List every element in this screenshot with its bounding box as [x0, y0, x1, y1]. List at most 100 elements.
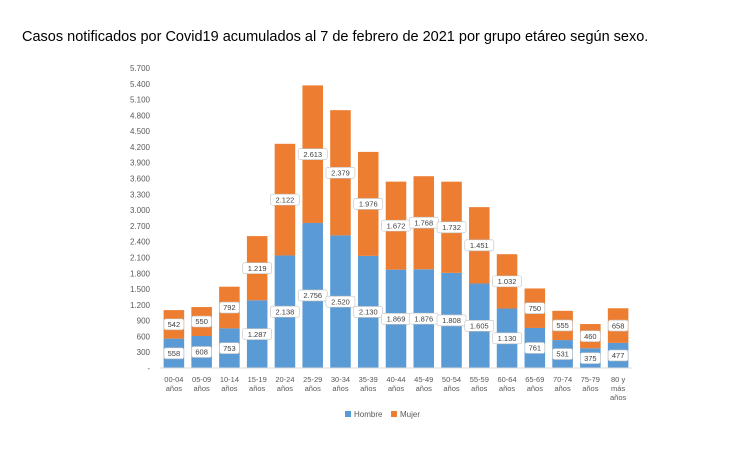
x-tick-label: 30-34 — [331, 375, 350, 384]
y-tick-label: 4.500 — [130, 127, 151, 136]
y-tick-label: 600 — [137, 332, 151, 341]
x-tick-label: años — [499, 384, 516, 393]
data-label-mujer-box — [524, 302, 546, 315]
x-tick-label: 15-19 — [248, 375, 267, 384]
data-label-hombre-box — [607, 349, 629, 362]
x-tick-label: 05-09 — [192, 375, 211, 384]
y-tick-label: 1.800 — [130, 269, 151, 278]
data-label-hombre: 761 — [529, 344, 542, 353]
data-label-hombre: 1.808 — [442, 316, 461, 325]
data-label-mujer-box — [270, 193, 300, 206]
data-label-hombre: 753 — [223, 344, 236, 353]
data-label-mujer-box — [464, 239, 495, 252]
x-tick-label: años — [249, 384, 266, 393]
data-label-hombre: 2.756 — [303, 291, 322, 300]
y-tick-label: 3.300 — [130, 190, 151, 199]
x-tick-label: 75-79 — [581, 375, 600, 384]
y-tick-label: 4.800 — [130, 111, 151, 120]
data-label-mujer-box — [607, 319, 629, 332]
data-label-mujer: 658 — [612, 321, 625, 330]
data-label-hombre-box — [353, 306, 384, 318]
x-tick-label: 40-44 — [386, 375, 405, 384]
data-label-mujer-box — [552, 319, 573, 332]
data-label-mujer-box — [191, 315, 212, 328]
y-tick-label: 5.100 — [130, 96, 151, 105]
data-label-mujer-box — [492, 275, 522, 288]
y-tick-label: 3.600 — [130, 175, 151, 184]
data-label-hombre-box — [191, 346, 212, 358]
x-tick-label: años — [221, 384, 238, 393]
data-label-hombre: 1.287 — [248, 330, 267, 339]
data-label-mujer: 1.672 — [387, 221, 406, 230]
x-tick-label: 10-14 — [220, 375, 239, 384]
data-label-hombre: 2.520 — [331, 297, 350, 306]
data-label-hombre-box — [219, 342, 240, 354]
data-label-mujer: 1.451 — [470, 241, 489, 250]
data-label-mujer: 1.032 — [498, 277, 517, 286]
x-tick-label: años — [471, 384, 488, 393]
x-tick-label: años — [194, 384, 211, 393]
x-tick-label: años — [388, 384, 405, 393]
data-label-mujer: 542 — [168, 320, 181, 329]
data-label-mujer-box — [436, 221, 467, 234]
x-tick-label: años — [416, 384, 433, 393]
data-label-mujer: 460 — [584, 332, 597, 341]
y-tick-label: 3.000 — [130, 206, 151, 215]
legend-swatch-hombre — [345, 411, 351, 417]
data-label-hombre-box — [524, 342, 546, 354]
x-tick-label: 70-74 — [553, 375, 572, 384]
data-label-mujer: 1.219 — [248, 264, 267, 273]
data-label-mujer-box — [219, 301, 240, 314]
data-label-mujer: 750 — [529, 304, 542, 313]
data-label-hombre: 531 — [556, 350, 569, 359]
x-tick-label: más — [611, 384, 625, 393]
x-tick-label: 00-04 — [164, 375, 183, 384]
y-tick-label: - — [147, 364, 150, 373]
data-label-mujer: 1.732 — [442, 223, 461, 232]
data-label-hombre: 477 — [612, 351, 625, 360]
data-label-hombre: 558 — [168, 349, 181, 358]
data-label-mujer-box — [242, 262, 272, 274]
x-tick-label: 35-39 — [359, 375, 378, 384]
legend-label-hombre: Hombre — [354, 410, 383, 419]
x-tick-label: años — [527, 384, 544, 393]
x-tick-label: años — [166, 384, 183, 393]
data-label-hombre: 1.130 — [498, 334, 517, 343]
y-tick-label: 2.700 — [130, 222, 151, 231]
data-label-mujer: 1.976 — [359, 200, 378, 209]
data-label-mujer-box — [353, 198, 384, 210]
x-tick-label: años — [332, 384, 349, 393]
x-tick-label: 55-59 — [470, 375, 489, 384]
data-label-hombre-box — [242, 328, 272, 340]
data-label-mujer: 550 — [195, 317, 208, 326]
x-tick-label: años — [582, 384, 599, 393]
x-tick-label: años — [610, 393, 627, 402]
data-label-mujer-box — [325, 166, 356, 179]
x-tick-label: 50-54 — [442, 375, 461, 384]
y-tick-label: 900 — [137, 317, 151, 326]
x-tick-label: años — [443, 384, 460, 393]
data-label-mujer: 1.768 — [414, 218, 433, 227]
data-label-hombre-box — [270, 305, 300, 318]
data-label-hombre: 2.130 — [359, 308, 378, 317]
data-label-hombre: 2.138 — [276, 307, 295, 316]
y-tick-label: 5.400 — [130, 80, 151, 89]
y-tick-label: 2.400 — [130, 238, 151, 247]
data-label-mujer: 2.613 — [303, 150, 322, 159]
x-tick-label: 80 y — [611, 375, 625, 384]
y-tick-label: 1.200 — [130, 301, 151, 310]
y-tick-label: 4.200 — [130, 143, 151, 152]
x-tick-label: años — [305, 384, 322, 393]
data-label-hombre-box — [492, 332, 522, 345]
data-label-mujer: 555 — [556, 321, 569, 330]
data-label-mujer: 2.122 — [276, 195, 295, 204]
x-tick-label: 20-24 — [275, 375, 294, 384]
chart-title: Casos notificados por Covid19 acumulados… — [22, 29, 649, 45]
data-label-mujer: 2.379 — [331, 168, 350, 177]
y-tick-label: 2.100 — [130, 253, 151, 262]
x-tick-label: 60-64 — [497, 375, 516, 384]
data-label-hombre-box — [163, 347, 185, 360]
y-tick-label: 3.900 — [130, 159, 151, 168]
y-tick-label: 1.500 — [130, 285, 151, 294]
